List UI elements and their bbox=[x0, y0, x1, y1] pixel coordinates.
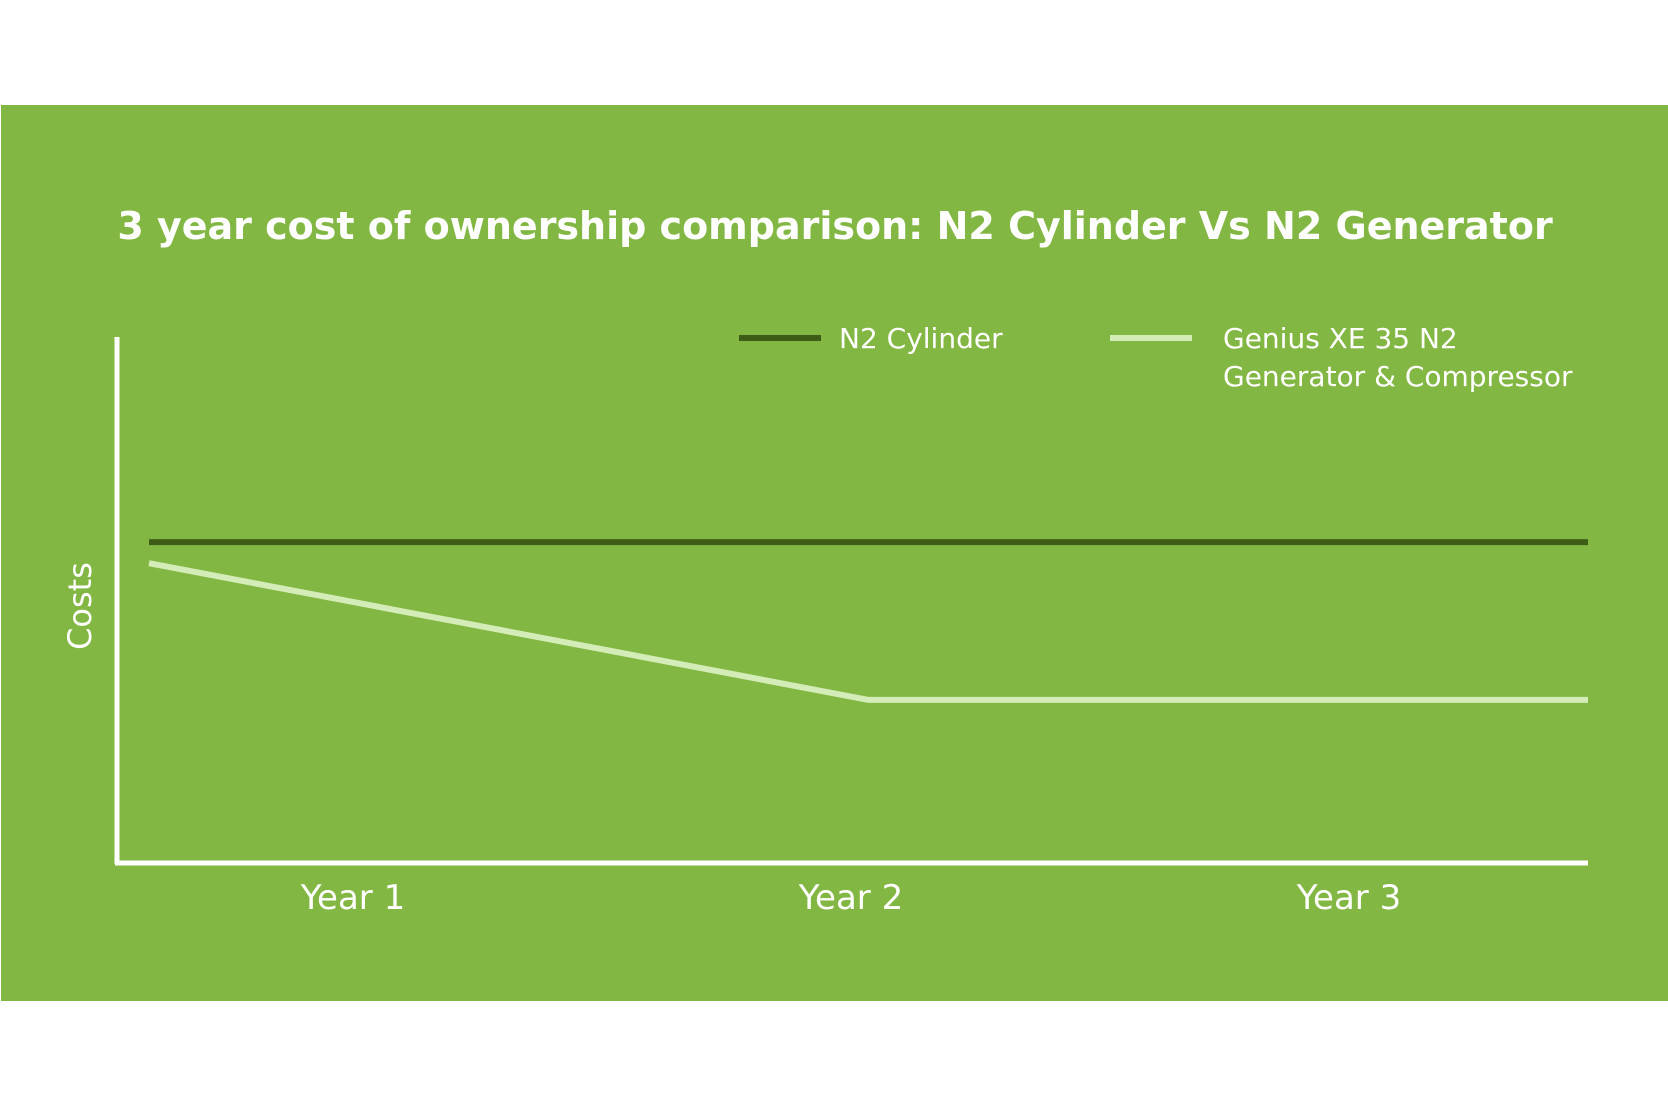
chart-svg: 3 year cost of ownership comparison: N2 … bbox=[1, 105, 1668, 1001]
legend: N2 Cylinder Genius XE 35 N2 Generator & … bbox=[739, 322, 1573, 393]
legend-label-genius-generator: Genius XE 35 N2 bbox=[1223, 322, 1458, 355]
y-axis-label: Costs bbox=[61, 562, 99, 650]
x-tick-label-year-1: Year 1 bbox=[300, 878, 405, 918]
x-tick-label-year-3: Year 3 bbox=[1296, 878, 1401, 918]
chart-panel: 3 year cost of ownership comparison: N2 … bbox=[1, 105, 1668, 1001]
chart-background bbox=[1, 105, 1668, 1001]
chart-title: 3 year cost of ownership comparison: N2 … bbox=[117, 204, 1553, 248]
legend-label-n2-cylinder: N2 Cylinder bbox=[839, 322, 1003, 355]
legend-label-genius-generator-line2: Generator & Compressor bbox=[1223, 360, 1573, 393]
x-tick-label-year-2: Year 2 bbox=[798, 878, 903, 918]
series-line-genius-generator bbox=[148, 560, 1588, 703]
